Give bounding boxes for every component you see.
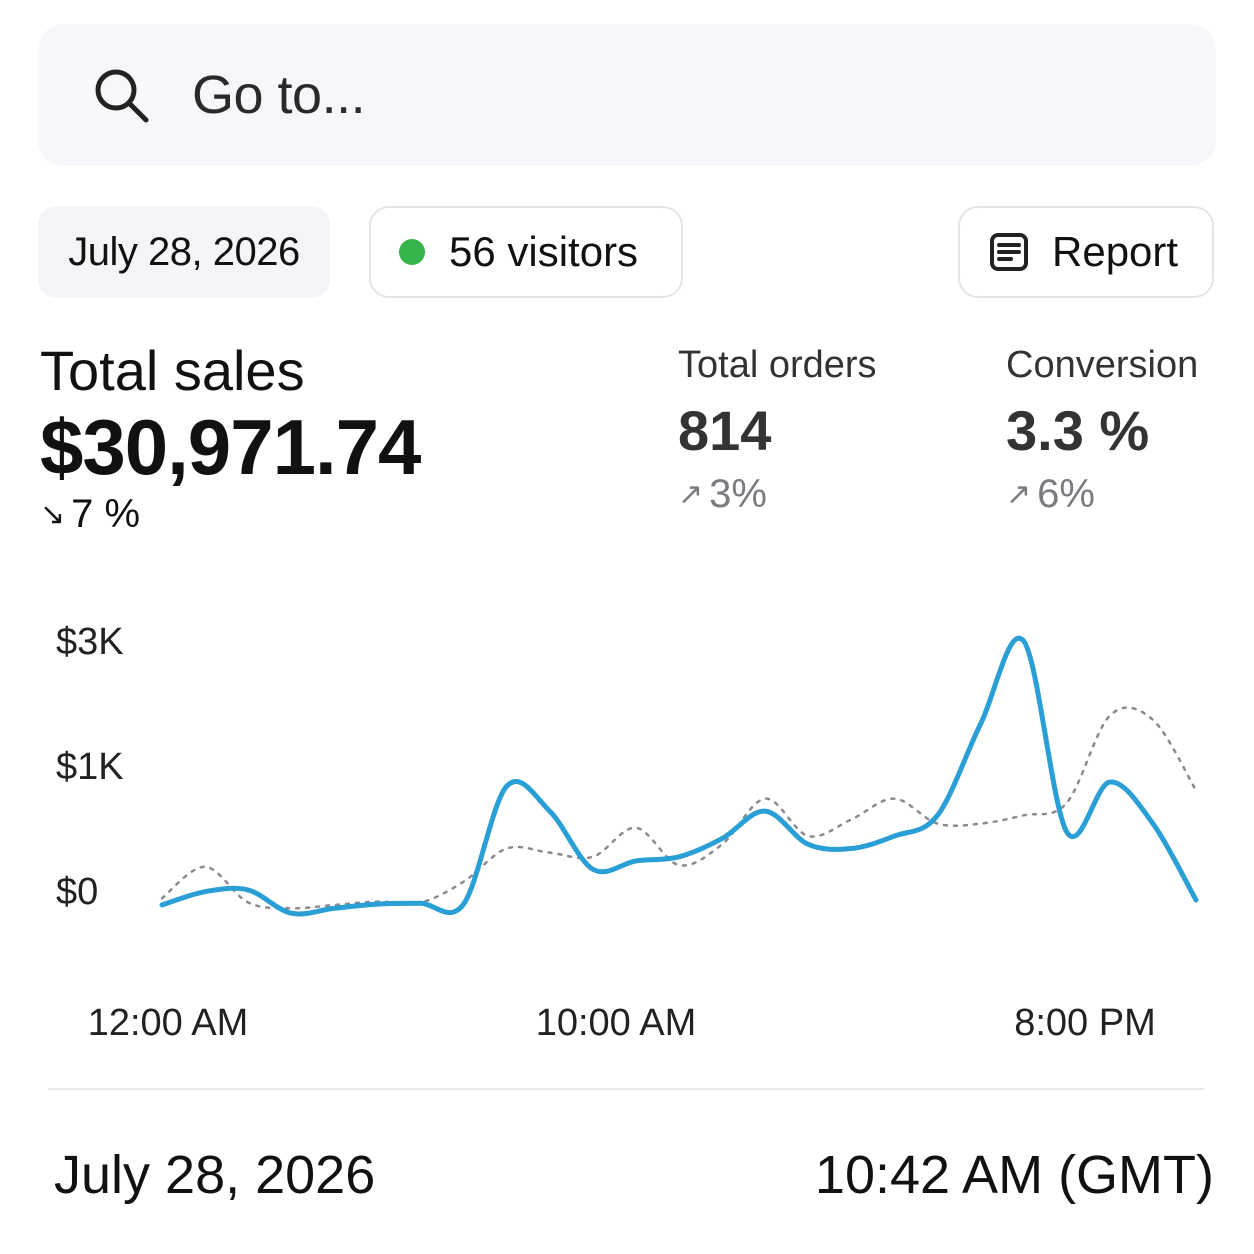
report-label: Report — [1052, 228, 1179, 275]
y-tick-label: $0 — [56, 871, 98, 913]
live-visitors-chip[interactable]: 56 visitors — [369, 206, 683, 298]
search-input[interactable]: Go to... — [192, 65, 366, 125]
total-sales-change: ↘ 7 % — [40, 492, 140, 537]
sales-chart[interactable]: $3K $1K $0 12:00 AM 10:00 AM 8:00 PM — [0, 600, 1254, 1060]
total-orders-label: Total orders — [678, 344, 877, 386]
conversion-label: Conversion — [1006, 344, 1199, 386]
visitors-count: 56 visitors — [449, 228, 639, 275]
report-button[interactable]: Report — [958, 206, 1214, 298]
search-bar[interactable]: Go to... — [38, 24, 1216, 166]
live-dot-icon — [399, 239, 425, 265]
x-tick-label: 10:00 AM — [536, 1002, 697, 1044]
footer-date: July 28, 2026 — [54, 1145, 376, 1205]
arrow-up-right-icon: ↗ — [678, 478, 704, 511]
conversion-change: ↗ 6% — [1006, 472, 1095, 517]
total-orders-value: 814 — [678, 399, 772, 462]
x-tick-label: 8:00 PM — [1014, 1002, 1156, 1044]
report-icon — [990, 233, 1028, 271]
total-sales-label: Total sales — [40, 339, 305, 402]
comparison-series-line — [160, 706, 1198, 910]
arrow-up-right-icon: ↗ — [1006, 478, 1032, 511]
date-filter[interactable]: July 28, 2026 — [38, 206, 330, 298]
footer-time: 10:42 AM (GMT) — [814, 1145, 1214, 1205]
y-tick-label: $1K — [56, 746, 124, 788]
conversion-change-value: 6% — [1037, 472, 1095, 516]
arrow-down-right-icon: ↘ — [40, 498, 66, 531]
conversion-value: 3.3 % — [1006, 399, 1150, 462]
total-orders-change: ↗ 3% — [678, 472, 767, 517]
sales-series-line — [159, 635, 1199, 917]
x-tick-label: 12:00 AM — [88, 1002, 249, 1044]
total-sales-value: $30,971.74 — [40, 403, 421, 491]
total-orders-change-value: 3% — [709, 472, 767, 516]
divider — [48, 1088, 1204, 1090]
search-icon — [95, 69, 149, 123]
total-sales-change-value: 7 % — [71, 492, 141, 536]
y-tick-label: $3K — [56, 621, 124, 663]
